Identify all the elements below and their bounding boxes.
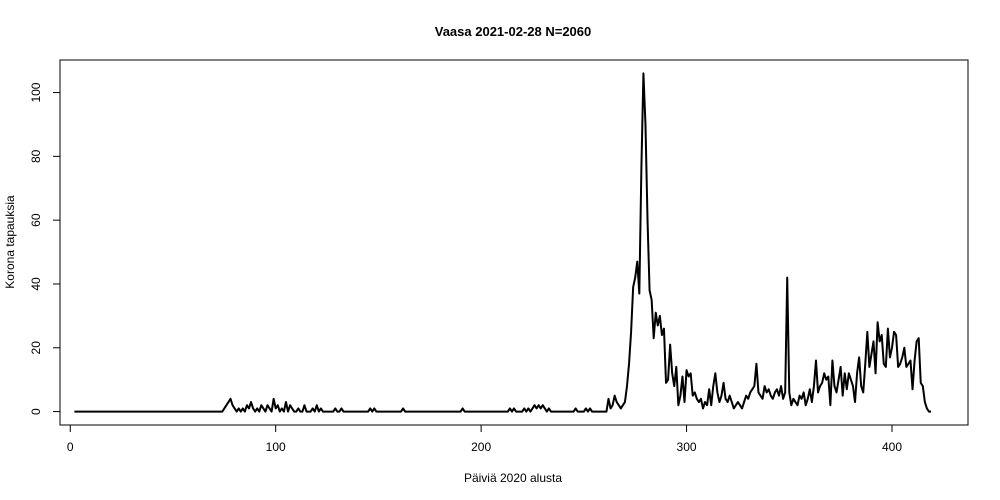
x-axis: 0 100 200 300 400 [67, 424, 902, 454]
y-tick-label: 40 [29, 277, 43, 291]
y-tick-label: 80 [29, 149, 43, 163]
x-tick-label: 200 [471, 440, 491, 454]
y-tick-label: 60 [29, 213, 43, 227]
chart-title: Vaasa 2021-02-28 N=2060 [435, 24, 592, 39]
y-tick-label: 20 [29, 341, 43, 355]
x-tick-label: 400 [882, 440, 902, 454]
series-line [74, 72, 932, 413]
x-tick-label: 100 [266, 440, 286, 454]
x-axis-label: Päiviä 2020 alusta [464, 471, 562, 485]
x-tick-label: 0 [67, 440, 74, 454]
y-tick-label: 100 [29, 82, 43, 102]
y-axis-label: Korona tapauksia [3, 195, 17, 289]
y-axis: 0 20 40 60 80 100 [29, 82, 61, 415]
x-tick-label: 300 [677, 440, 697, 454]
y-tick-label: 0 [29, 408, 43, 415]
